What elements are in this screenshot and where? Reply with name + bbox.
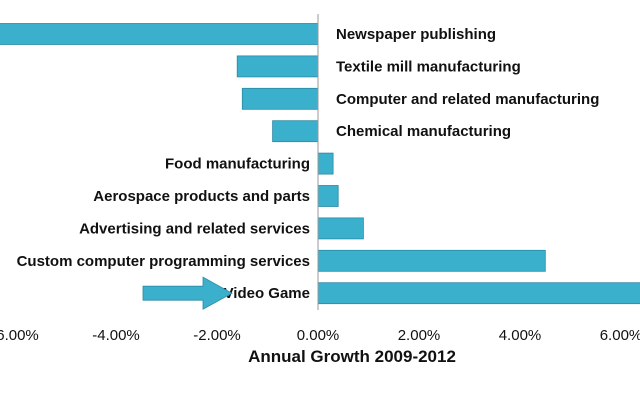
category-label-6: Advertising and related services (79, 220, 310, 237)
x-tick-labels: -8.00%-6.00%-4.00%-2.00%0.00%2.00%4.00%6… (0, 327, 640, 344)
bar-0 (0, 23, 319, 45)
x-axis-title: Annual Growth 2009-2012 (248, 347, 456, 366)
bars-group (0, 23, 640, 305)
bar-6 (317, 217, 364, 240)
x-tick-label-4: 0.00% (297, 327, 340, 344)
category-label-2: Computer and related manufacturing (336, 91, 599, 108)
category-label-0: Newspaper publishing (336, 26, 496, 43)
category-label-8: Video Game (224, 285, 310, 302)
x-tick-label-7: 6.00% (600, 327, 640, 344)
x-tick-label-1: -6.00% (0, 327, 39, 344)
category-label-3: Chemical manufacturing (336, 123, 511, 140)
bar-8 (317, 282, 640, 305)
category-label-5: Aerospace products and parts (93, 188, 310, 205)
arrow-icon (142, 276, 233, 310)
x-tick-label-6: 4.00% (499, 327, 542, 344)
bar-2 (241, 87, 319, 110)
arrow-group (142, 276, 233, 310)
bar-7 (317, 249, 546, 272)
category-labels: Newspaper publishing Textile mill manufac… (17, 26, 600, 302)
category-label-7: Custom computer programming services (17, 253, 310, 270)
x-tick-label-2: -4.00% (92, 327, 140, 344)
category-label-1: Textile mill manufacturing (336, 58, 521, 75)
category-label-4: Food manufacturing (165, 156, 310, 173)
x-tick-label-3: -2.00% (193, 327, 241, 344)
bar-1 (236, 55, 319, 78)
bar-3 (272, 120, 319, 143)
bar-5 (317, 185, 339, 207)
bar-4 (317, 152, 334, 175)
x-tick-label-5: 2.00% (398, 327, 441, 344)
